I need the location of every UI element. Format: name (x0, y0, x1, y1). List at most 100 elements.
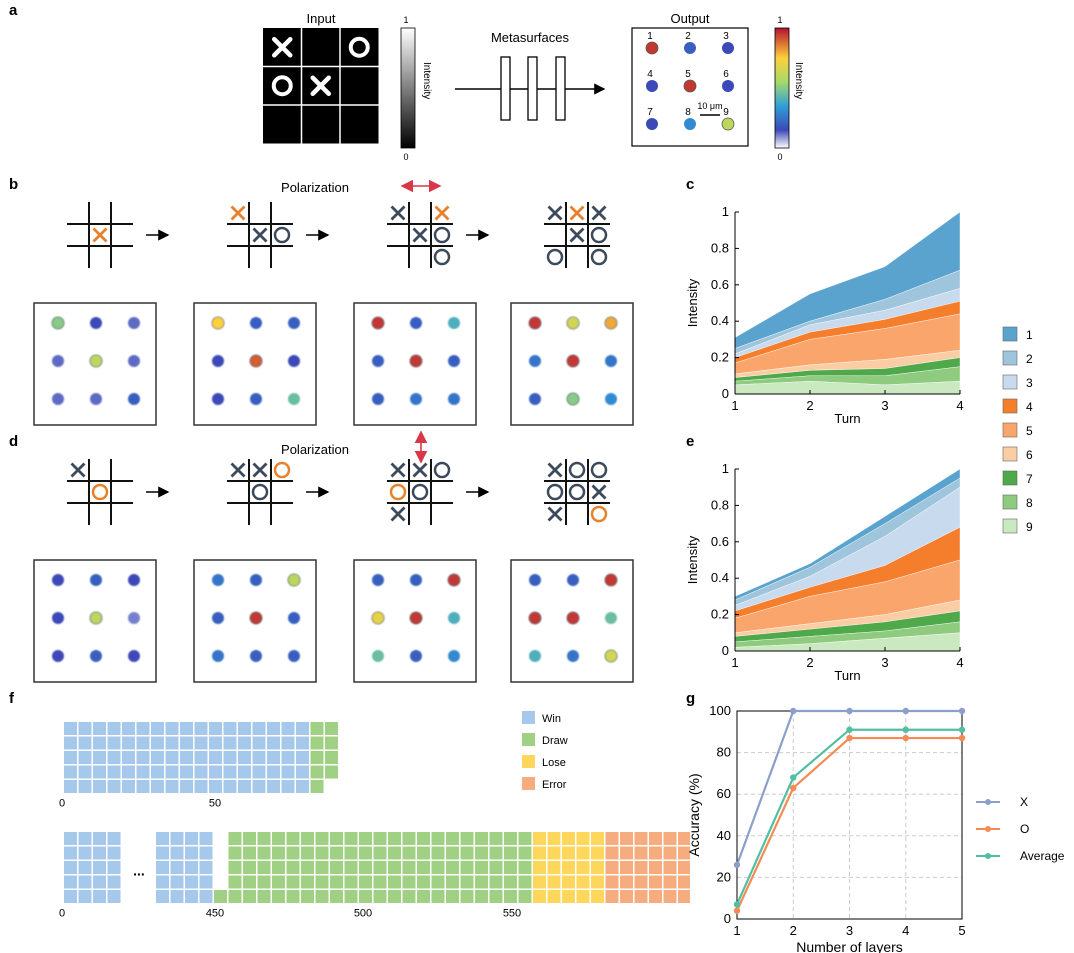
draw-cell (257, 846, 271, 860)
spots-d-1 (33, 559, 157, 683)
intensity-spot (448, 393, 460, 405)
intensity-spot (128, 393, 140, 405)
draw-cell (286, 846, 300, 860)
draw-cell (504, 861, 517, 874)
error-cell (678, 861, 690, 874)
draw-cell (489, 861, 503, 874)
draw-cell (373, 890, 387, 903)
draw-cell (330, 861, 343, 874)
series-point (790, 774, 797, 781)
draw-cell (402, 846, 416, 860)
intensity-spot (128, 355, 140, 367)
y-tick-label: 20 (717, 869, 731, 884)
lose-cell (576, 890, 590, 903)
y-tick-label: 0.2 (711, 350, 729, 365)
intensity-spot (128, 317, 140, 329)
board-b-2 (227, 202, 293, 268)
intensity-spot (566, 316, 580, 330)
win-cell (209, 736, 222, 750)
draw-cell (489, 890, 503, 903)
output-spot-number: 1 (647, 31, 653, 42)
x-mark (547, 462, 563, 478)
intensity-spot (128, 650, 140, 662)
gray-colorbar-min: 0 (403, 152, 408, 162)
metasurface-layer-3 (555, 56, 566, 121)
draw-cell (301, 890, 314, 903)
draw-cell (518, 875, 532, 889)
legend-marker (985, 799, 991, 805)
x-tick-label: 4 (956, 398, 963, 413)
error-cell (678, 846, 690, 860)
draw-cell (504, 875, 517, 889)
metasurfaces-label: Metasurfaces (491, 30, 570, 45)
intensity-spot (90, 317, 102, 329)
o-mark (568, 461, 586, 479)
intensity-spot (409, 354, 423, 368)
lose-cell (562, 890, 575, 903)
o-mark (433, 248, 451, 266)
output-spot-number: 4 (647, 69, 653, 80)
legend-swatch-3 (1002, 374, 1018, 390)
draw-cell (286, 890, 300, 903)
draw-cell (228, 890, 242, 903)
intensity-spot (52, 574, 64, 586)
win-cell (64, 875, 77, 889)
win-cell (64, 780, 77, 793)
win-cell (93, 765, 106, 779)
win-cell (281, 765, 295, 779)
draw-cell (330, 846, 343, 860)
win-cell (93, 890, 106, 903)
draw-cell (402, 861, 416, 874)
draw-cell (310, 765, 324, 779)
o-mark (590, 226, 608, 244)
jet-colorbar (774, 27, 790, 149)
win-cell (93, 861, 106, 874)
error-cell (663, 832, 677, 845)
intensity-spot (288, 317, 300, 329)
spots-d-3 (353, 559, 477, 683)
lose-cell (562, 875, 575, 889)
win-cell (281, 736, 295, 750)
draw-cell (475, 846, 488, 860)
win-cell (209, 765, 222, 779)
lose-cell (562, 832, 575, 845)
draw-cell (272, 832, 285, 845)
legend-label: X (1020, 795, 1028, 809)
x-mark (569, 205, 585, 221)
waffle-legend-label: Draw (542, 735, 568, 747)
input-label: Input (307, 11, 336, 26)
win-cell (165, 722, 179, 735)
legend-swatch-5 (1002, 422, 1018, 438)
draw-cell (286, 861, 300, 874)
win-cell (93, 722, 106, 735)
win-cell (199, 861, 213, 874)
legend-label-9: 9 (1026, 520, 1033, 534)
draw-cell (325, 765, 338, 779)
win-cell (78, 722, 92, 735)
board-b-4 (544, 202, 610, 268)
waffle-legend-label: Error (542, 779, 567, 791)
draw-cell (315, 890, 329, 903)
win-cell (185, 832, 198, 845)
win-cell (78, 736, 92, 750)
win-cell (209, 722, 222, 735)
lose-cell (547, 890, 561, 903)
draw-cell (325, 751, 338, 764)
draw-cell (460, 875, 474, 889)
draw-cell (431, 861, 445, 874)
win-cell (136, 736, 150, 750)
draw-cell (446, 832, 459, 845)
win-cell (107, 780, 121, 793)
lose-cell (576, 832, 590, 845)
legend-marker (985, 853, 991, 859)
win-cell (151, 736, 164, 750)
win-cell (64, 890, 77, 903)
draw-cell (460, 846, 474, 860)
o-mark (271, 75, 293, 97)
draw-cell (243, 861, 256, 874)
error-cell (620, 875, 633, 889)
board-d-4 (544, 459, 610, 525)
intensity-spot (529, 574, 541, 586)
win-cell (78, 780, 92, 793)
y-tick-label: 0.8 (711, 497, 729, 512)
